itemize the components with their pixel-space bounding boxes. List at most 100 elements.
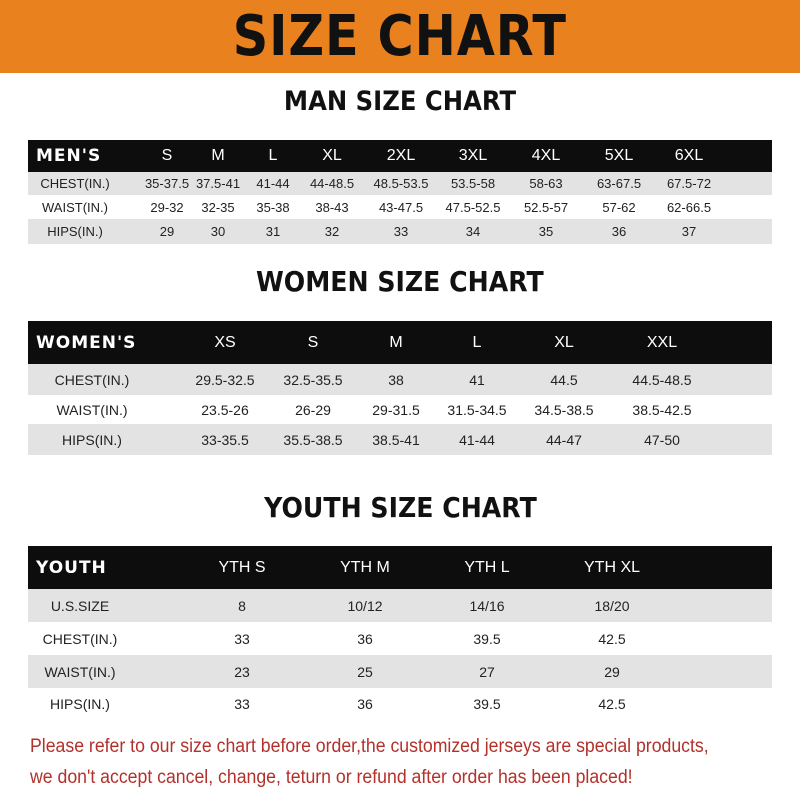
row-label: CHEST(IN.) (54, 371, 130, 388)
measure-cell: 38.5-41 (372, 431, 420, 448)
measure-cell: 14/16 (469, 597, 505, 614)
size-header: M (211, 147, 225, 164)
measure-cell: 25 (357, 663, 373, 680)
table-row: CHEST(IN.) 29.5-32.5 32.5-35.5 38 41 44.5 44.5… (28, 364, 772, 395)
banner-title: SIZE CHART (232, 4, 568, 69)
row-label: WAIST(IN.) (56, 401, 128, 418)
women-title: WOMEN SIZE CHART (0, 265, 800, 298)
size-header: XXL (646, 333, 678, 351)
measure-cell: 31 (265, 224, 281, 239)
header-row: MEN'S S M L XL 2XL 3XL 4XL 5XL 6XL (28, 140, 772, 172)
row-label: WAIST(IN.) (44, 663, 116, 680)
measure-cell: 41-44 (459, 431, 495, 448)
measure-cell: 48.5-53.5 (373, 176, 429, 191)
size-header: S (161, 147, 173, 164)
measure-cell: 44-48.5 (309, 176, 355, 191)
measure-cell: 26-29 (295, 401, 331, 418)
note-line-2: we don't accept cancel, change, teturn o… (30, 767, 633, 788)
table-row: HIPS(IN.) 33 36 39.5 42.5 (28, 688, 772, 720)
size-header: YTH M (340, 558, 390, 576)
measure-cell: 36 (611, 224, 627, 239)
measure-cell: 37.5-41 (195, 176, 241, 191)
measure-cell: 29 (159, 224, 175, 239)
measure-cell: 34.5-38.5 (534, 401, 594, 418)
row-label: U.S.SIZE (50, 597, 110, 614)
measure-cell: 53.5-58 (450, 176, 496, 191)
size-header: L (472, 333, 482, 351)
row-label: HIPS(IN.) (50, 696, 110, 712)
youth-size-table: YOUTH YTH S YTH M YTH L YTH XL U.S.SIZE 8 10/12… (28, 546, 772, 720)
men-title: MAN SIZE CHART (0, 86, 800, 117)
measure-cell: 29.5-32.5 (195, 371, 255, 388)
table-row: CHEST(IN.) 33 36 39.5 42.5 (28, 622, 772, 655)
measure-cell: 44.5-48.5 (632, 371, 692, 388)
size-header: L (268, 147, 278, 164)
size-header: 2XL (386, 147, 416, 164)
row-label: HIPS(IN.) (62, 431, 122, 448)
header-row: WOMEN'S XS S M L XL XXL (28, 321, 772, 364)
measure-cell: 36 (357, 630, 373, 647)
size-header: M (389, 333, 403, 351)
size-header: YTH XL (583, 558, 641, 576)
size-header: S (307, 333, 319, 351)
measure-cell: 33 (393, 224, 409, 239)
note-line-1: Please refer to our size chart before or… (30, 736, 709, 757)
measure-cell: 52.5-57 (523, 199, 569, 215)
youth-title: YOUTH SIZE CHART (0, 491, 800, 524)
row-label: HIPS(IN.) (47, 224, 103, 239)
measure-cell: 33 (234, 696, 250, 712)
measure-cell: 32 (324, 224, 340, 239)
size-header: 3XL (458, 147, 488, 164)
size-header: 4XL (531, 147, 561, 164)
men-size-table: MEN'S S M L XL 2XL 3XL 4XL 5XL 6XL CHEST(IN.) 35-37… (28, 140, 772, 244)
measure-cell: 33 (234, 630, 250, 647)
measure-cell: 23.5-26 (201, 401, 249, 418)
table-row: U.S.SIZE 8 10/12 14/16 18/20 (28, 589, 772, 622)
measure-cell: 42.5 (598, 696, 626, 712)
measure-cell: 63-67.5 (596, 176, 642, 191)
measure-cell: 38 (388, 371, 404, 388)
measure-cell: 18/20 (594, 597, 630, 614)
measure-cell: 36 (357, 696, 373, 712)
measure-cell: 32-35 (201, 199, 235, 215)
measure-cell: 33-35.5 (201, 431, 249, 448)
measure-cell: 43-47.5 (378, 199, 424, 215)
table-title-cell: WOMEN'S (36, 332, 137, 353)
measure-cell: 8 (238, 597, 246, 614)
row-label: CHEST(IN.) (42, 630, 118, 647)
measure-cell: 57-62 (602, 199, 636, 215)
table-title-cell: YOUTH (36, 557, 107, 578)
measure-cell: 39.5 (473, 630, 501, 647)
women-title-text: WOMEN SIZE CHART (256, 265, 544, 298)
size-header: YTH L (464, 558, 510, 576)
measure-cell: 35-38 (256, 199, 290, 215)
measure-cell: 58-63 (529, 176, 563, 191)
men-title-text: MAN SIZE CHART (283, 86, 517, 117)
measure-cell: 31.5-34.5 (447, 401, 507, 418)
measure-cell: 62-66.5 (666, 199, 712, 215)
measure-cell: 29 (604, 663, 620, 680)
measure-cell: 32.5-35.5 (283, 371, 343, 388)
size-header: XL (322, 147, 342, 164)
row-label: WAIST(IN.) (42, 199, 108, 215)
measure-cell: 41-44 (256, 176, 290, 191)
size-header: 6XL (674, 147, 704, 164)
measure-cell: 44-47 (546, 431, 582, 448)
measure-cell: 42.5 (598, 630, 626, 647)
measure-cell: 37 (681, 224, 697, 239)
measure-cell: 67.5-72 (666, 176, 712, 191)
size-header: XS (214, 333, 236, 351)
table-row: HIPS(IN.) 29 30 31 32 33 34 35 36 37 (28, 219, 772, 244)
measure-cell: 29-32 (150, 199, 184, 215)
measure-cell: 41 (469, 371, 485, 388)
women-size-table: WOMEN'S XS S M L XL XXL CHEST(IN.) 29.5-32.5 32.5… (28, 321, 772, 455)
table-row: WAIST(IN.) 23 25 27 29 (28, 655, 772, 688)
measure-cell: 23 (234, 663, 250, 680)
measure-cell: 35 (538, 224, 554, 239)
table-row: HIPS(IN.) 33-35.5 35.5-38.5 38.5-41 41-44 44-… (28, 424, 772, 455)
measure-cell: 30 (210, 224, 226, 239)
measure-cell: 47-50 (644, 431, 680, 448)
measure-cell: 39.5 (473, 696, 501, 712)
measure-cell: 27 (479, 663, 495, 680)
table-row: CHEST(IN.) 35-37.5 37.5-41 41-44 44-48.5 48.5… (28, 172, 772, 195)
